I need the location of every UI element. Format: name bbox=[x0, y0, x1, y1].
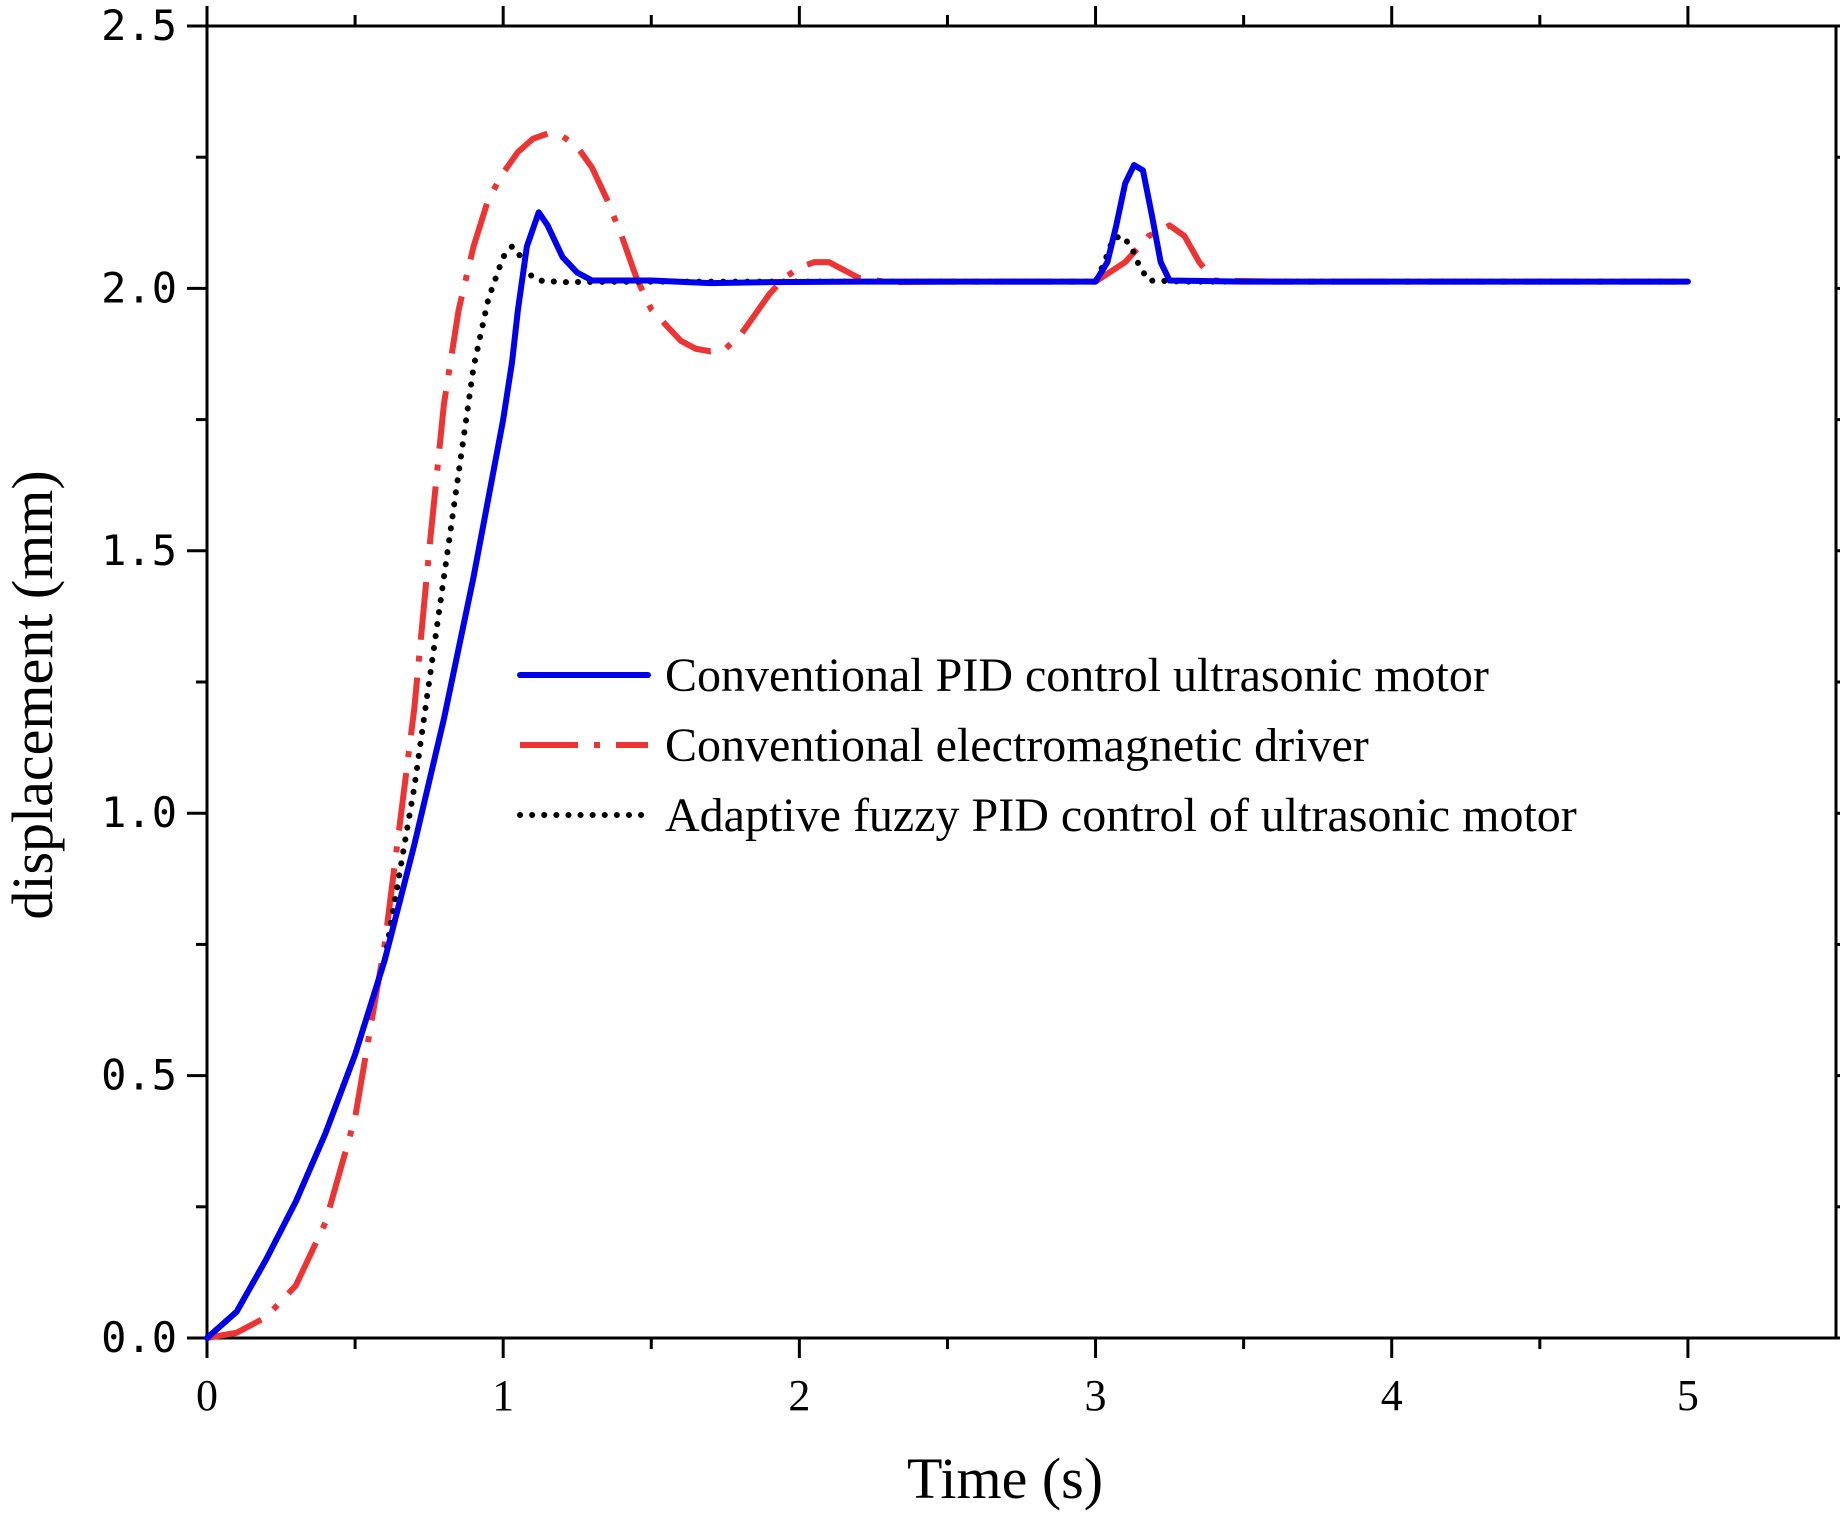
legend: Conventional PID control ultrasonic moto… bbox=[517, 649, 1577, 842]
y-tick-label: 2.5 bbox=[101, 1, 177, 50]
legend-label-3: Adaptive fuzzy PID control of ultrasonic… bbox=[665, 789, 1577, 842]
y-tick-label: 0.5 bbox=[101, 1051, 177, 1100]
x-axis-title: Time (s) bbox=[907, 1446, 1103, 1511]
legend-label-1: Conventional PID control ultrasonic moto… bbox=[665, 649, 1489, 702]
x-tick-label: 5 bbox=[1677, 1371, 1699, 1420]
series-line-2 bbox=[206, 130, 1688, 1341]
y-tick-label: 2.0 bbox=[101, 263, 177, 312]
x-tick-label: 1 bbox=[492, 1371, 514, 1420]
series-layer bbox=[204, 130, 1691, 1341]
y-axis-title: displacement (mm) bbox=[0, 470, 65, 919]
legend-label-2: Conventional electromagnetic driver bbox=[665, 719, 1369, 772]
y-tick-label: 1.0 bbox=[101, 788, 177, 837]
y-tick-label: 1.5 bbox=[101, 526, 177, 575]
y-tick-label: 0.0 bbox=[101, 1313, 177, 1362]
x-tick-label: 3 bbox=[1085, 1371, 1107, 1420]
x-tick-label: 2 bbox=[788, 1371, 810, 1420]
x-tick-label: 4 bbox=[1381, 1371, 1403, 1420]
x-tick-label: 0 bbox=[196, 1371, 218, 1420]
series-line-1 bbox=[204, 162, 1691, 1341]
ticks-layer: 0 1 2 3 4 5 0.0 0.5 1.0 1.5 2.0 2.5 bbox=[101, 1, 1840, 1420]
